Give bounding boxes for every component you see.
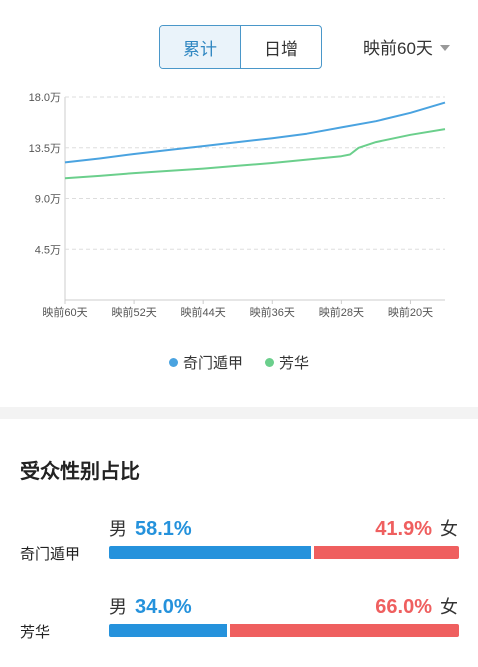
range-dropdown[interactable]: 映前60天: [363, 34, 450, 59]
legend-dot-icon: [168, 358, 178, 367]
male-symbol: 男: [109, 597, 127, 617]
y-tick-label: 13.5万: [29, 143, 61, 155]
x-tick-label: 映前52天: [111, 305, 156, 319]
female-label: 66.0% 女: [375, 593, 458, 619]
gender-ratio-bar: [109, 624, 459, 637]
female-percent: 41.9%: [375, 518, 432, 540]
female-bar-segment: [313, 546, 459, 559]
metric-toggle: 累计 日增: [159, 25, 322, 69]
series-line-1: [64, 128, 446, 180]
male-label: 男 34.0%: [109, 593, 192, 619]
gender-row: 男 58.1% 41.9% 女 奇门遁甲: [0, 515, 478, 575]
female-symbol: 女: [440, 597, 458, 617]
male-label: 男 58.1%: [109, 515, 192, 541]
y-tick-label: 18.0万: [29, 92, 61, 104]
male-percent: 34.0%: [135, 596, 192, 618]
legend-label: 芳华: [279, 355, 310, 372]
male-bar-segment: [109, 546, 311, 559]
gender-row: 男 34.0% 66.0% 女 芳华: [0, 593, 478, 653]
x-tick-label: 映前44天: [181, 305, 226, 319]
chevron-down-icon: [439, 44, 450, 51]
x-tick-label: 映前28天: [319, 305, 364, 319]
movie-name: 芳华: [20, 624, 51, 641]
male-percent: 58.1%: [135, 518, 192, 540]
section-divider: [0, 407, 478, 419]
range-dropdown-value: 映前60天: [363, 39, 433, 58]
male-symbol: 男: [109, 519, 127, 539]
chart-legend: 奇门遁甲 芳华: [0, 352, 478, 373]
gender-ratio-bar: [109, 546, 459, 559]
legend-item-qimen[interactable]: 奇门遁甲: [168, 352, 243, 373]
female-percent: 66.0%: [375, 596, 432, 618]
section-title: 受众性别占比: [20, 461, 140, 483]
y-tick-label: 9.0万: [35, 194, 61, 206]
movie-name: 奇门遁甲: [20, 546, 81, 563]
x-tick-label: 映前60天: [42, 305, 87, 319]
legend-label: 奇门遁甲: [182, 355, 243, 372]
x-tick-label: 映前20天: [388, 305, 433, 319]
legend-item-fanghua[interactable]: 芳华: [265, 352, 309, 373]
male-bar-segment: [109, 624, 227, 637]
female-label: 41.9% 女: [375, 515, 458, 541]
legend-dot-icon: [265, 358, 274, 367]
x-tick-label: 映前36天: [250, 305, 295, 319]
y-tick-label: 4.5万: [35, 244, 61, 256]
tab-daily-increase[interactable]: 日增: [264, 39, 298, 59]
tab-cumulative[interactable]: 累计: [160, 26, 241, 68]
series-line-0: [64, 101, 446, 164]
female-symbol: 女: [440, 519, 458, 539]
female-bar-segment: [229, 624, 459, 637]
